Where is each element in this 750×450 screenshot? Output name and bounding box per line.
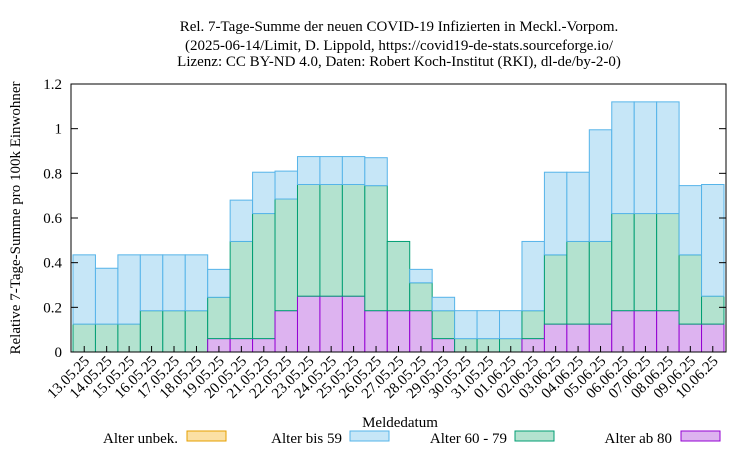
bar-segment	[162, 310, 186, 353]
bar-segment	[319, 184, 343, 297]
bar-segment	[274, 170, 298, 200]
legend-swatch	[514, 430, 555, 442]
bar-segment	[588, 240, 613, 325]
x-axis-label: Meldedatum	[362, 415, 438, 431]
bar-segment	[701, 295, 725, 325]
bar-segment	[678, 185, 703, 256]
bar-segment	[296, 156, 321, 185]
y-axis: 0 0.2 0.4 0.6 0.8 1 1.2	[43, 77, 726, 361]
bar-segment	[229, 199, 254, 242]
y-tick-label: 0	[55, 345, 63, 361]
bar-segment	[431, 310, 456, 340]
bar-segment	[386, 310, 411, 353]
bars	[72, 101, 725, 353]
bar-segment	[274, 310, 298, 353]
y-tick-label: 1	[55, 122, 63, 138]
bar-segment	[229, 240, 254, 340]
bar-segment	[566, 171, 590, 242]
legend-swatch	[186, 430, 227, 442]
chart-title: Rel. 7-Tage-Summe der neuen COVID-19 Inf…	[177, 19, 621, 70]
bar-segment	[296, 184, 321, 297]
chart-title-line-2: (2025-06-14/Limit, D. Lippold, https://c…	[185, 38, 614, 54]
bar-segment	[341, 156, 366, 185]
bar-segment	[543, 171, 568, 256]
bar-segment	[499, 310, 523, 340]
bar-segment	[656, 101, 680, 215]
bar-segment	[633, 101, 658, 215]
bar-segment	[701, 184, 725, 297]
y-tick-label: 0.2	[43, 300, 62, 316]
bar-segment	[588, 129, 613, 242]
legend-label: Alter bis 59	[271, 431, 342, 447]
x-axis: 13.05.2514.05.2515.05.2516.05.2517.05.25…	[45, 346, 722, 402]
chart-title-line-3: Lizenz: CC BY-ND 4.0, Daten: Robert Koch…	[177, 54, 621, 70]
bar-segment	[543, 254, 568, 325]
legend-label: Alter ab 80	[605, 431, 672, 447]
bar-segment	[72, 254, 96, 325]
bar-segment	[162, 254, 186, 312]
bar-segment	[341, 184, 366, 297]
bar-segment	[364, 310, 388, 353]
bar-segment	[274, 198, 298, 312]
bar-segment	[207, 268, 231, 298]
bar-segment	[431, 296, 456, 312]
bar-segment	[364, 185, 388, 312]
bar-segment	[409, 268, 433, 284]
bar-segment	[319, 156, 343, 185]
bar-segment	[521, 310, 545, 340]
y-tick-label: 0.6	[43, 211, 62, 227]
bar-segment	[139, 310, 164, 353]
bar-segment	[611, 213, 635, 312]
y-tick-label: 1.2	[43, 77, 62, 93]
bar-segment	[139, 254, 164, 312]
bar-segment	[207, 296, 231, 340]
bar-segment	[476, 310, 501, 340]
y-tick-label: 0.8	[43, 166, 62, 182]
legend-label: Alter 60 - 79	[430, 431, 507, 447]
bar-segment	[633, 310, 658, 353]
legend-swatch	[680, 430, 721, 442]
bar-segment	[611, 310, 635, 353]
bar-segment	[633, 213, 658, 312]
legend-swatch	[349, 430, 390, 442]
bar-segment	[409, 282, 433, 312]
bar-segment	[566, 240, 590, 325]
y-axis-label: Relative 7-Tage-Summe pro 100k Einwohner	[8, 81, 24, 354]
bar-segment	[656, 213, 680, 312]
bar-segment	[341, 295, 366, 353]
bar-segment	[656, 310, 680, 353]
bar-segment	[252, 171, 276, 215]
bar-segment	[117, 254, 141, 325]
bar-segment	[319, 295, 343, 353]
bar-segment	[521, 240, 545, 312]
bar-segment	[184, 310, 209, 353]
bar-segment	[184, 254, 209, 312]
bar-segment	[252, 213, 276, 340]
bar-segment	[611, 101, 635, 215]
bar-segment	[454, 310, 478, 340]
legend: Alter unbek. Alter bis 59 Alter 60 - 79 Alt…	[103, 430, 721, 447]
bar-segment	[386, 240, 411, 312]
bar-segment	[296, 295, 321, 353]
bar-segment	[94, 267, 119, 325]
bar-segment	[409, 310, 433, 353]
legend-label: Alter unbek.	[103, 431, 178, 447]
y-tick-label: 0.4	[43, 256, 62, 272]
bar-segment	[678, 254, 703, 325]
chart-title-line-1: Rel. 7-Tage-Summe der neuen COVID-19 Inf…	[180, 19, 619, 35]
bar-segment	[364, 157, 388, 187]
